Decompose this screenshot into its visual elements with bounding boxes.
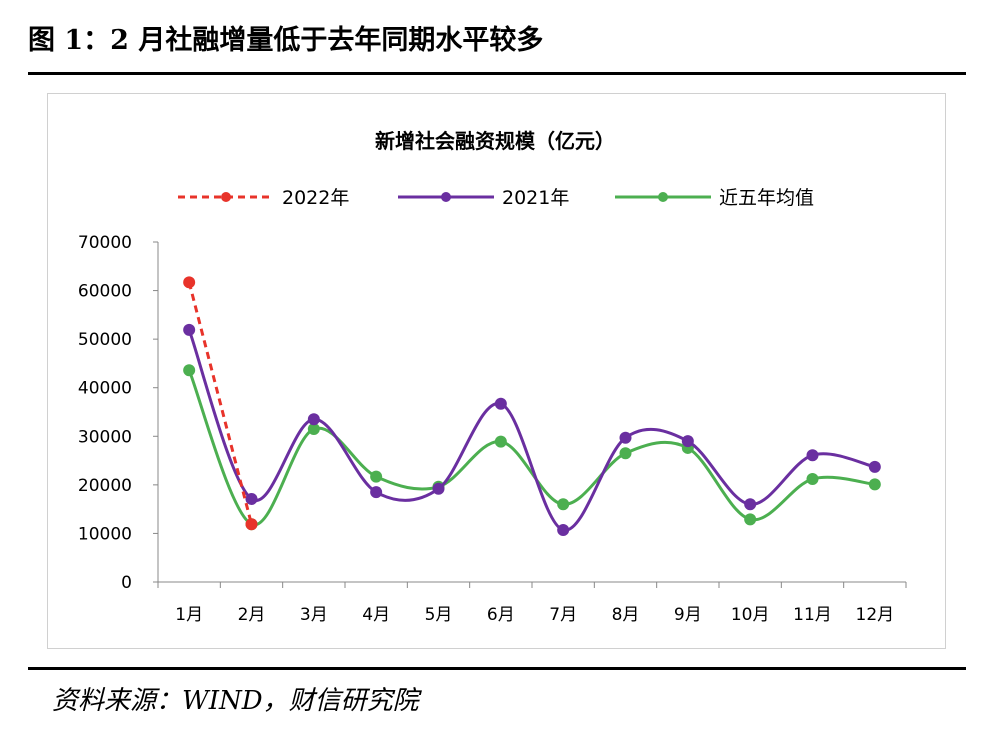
y-tick-label: 0 — [121, 573, 132, 593]
data-point — [744, 513, 757, 526]
data-point — [245, 492, 258, 505]
data-point — [619, 431, 632, 444]
series-line-1 — [187, 329, 876, 532]
x-tick-label: 4月 — [362, 605, 390, 625]
y-tick-label: 30000 — [78, 427, 132, 447]
data-point — [370, 470, 383, 483]
top-rule — [28, 72, 966, 75]
y-tick-label: 60000 — [78, 282, 132, 302]
data-point — [432, 482, 445, 495]
y-tick-label: 70000 — [78, 233, 132, 253]
x-tick-label: 6月 — [487, 605, 515, 625]
y-tick-label: 40000 — [78, 379, 132, 399]
y-tick-label: 10000 — [78, 524, 132, 544]
data-point — [494, 397, 507, 410]
data-point — [307, 423, 320, 435]
x-tick-label: 8月 — [612, 605, 640, 625]
data-point — [183, 364, 196, 377]
data-point — [183, 276, 196, 289]
data-point — [307, 413, 320, 426]
chart-frame — [47, 93, 946, 649]
data-point — [494, 435, 507, 448]
series-line-0 — [187, 281, 253, 525]
legend-marker — [658, 192, 668, 202]
legend-label: 2021年 — [502, 187, 569, 209]
data-point — [557, 498, 570, 511]
x-tick-label: 5月 — [425, 605, 453, 625]
bottom-rule — [28, 667, 966, 670]
x-tick-label: 12月 — [856, 605, 895, 625]
x-tick-label: 1月 — [175, 605, 203, 625]
x-tick-label: 9月 — [674, 605, 702, 625]
data-point — [868, 478, 881, 491]
y-tick-label: 20000 — [78, 476, 132, 496]
data-point — [245, 518, 258, 531]
legend-label: 近五年均值 — [719, 187, 814, 209]
x-tick-label: 10月 — [731, 605, 770, 625]
data-point — [806, 449, 819, 462]
data-point — [681, 435, 694, 448]
legend-marker — [221, 192, 231, 202]
x-tick-label: 2月 — [238, 605, 266, 625]
data-point — [806, 473, 819, 486]
data-point — [744, 498, 757, 511]
x-tick-label: 3月 — [300, 605, 328, 625]
figure-title: 图 1：2 月社融增量低于去年同期水平较多 — [28, 25, 544, 56]
x-tick-label: 11月 — [793, 605, 832, 625]
data-point — [619, 447, 632, 460]
legend-marker — [441, 192, 451, 202]
legend-label: 2022年 — [282, 187, 349, 209]
data-point — [370, 486, 383, 499]
data-point — [868, 460, 881, 473]
data-point — [183, 323, 196, 336]
x-tick-label: 7月 — [549, 605, 577, 625]
y-tick-label: 50000 — [78, 330, 132, 350]
source-note: 资料来源：WIND，财信研究院 — [52, 686, 419, 716]
data-point — [557, 524, 570, 537]
chart-title: 新增社会融资规模（亿元） — [375, 129, 615, 153]
